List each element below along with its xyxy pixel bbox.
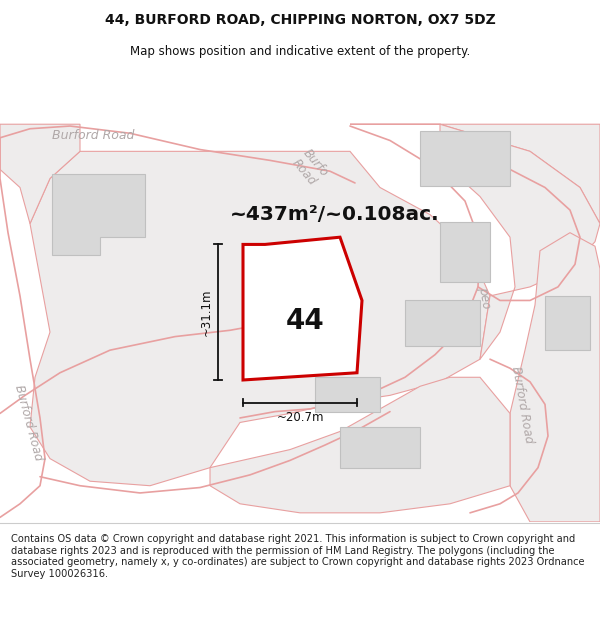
Text: ~437m²/~0.108ac.: ~437m²/~0.108ac.: [230, 205, 440, 224]
Text: 44: 44: [286, 308, 325, 335]
Polygon shape: [440, 124, 600, 359]
Text: Map shows position and indicative extent of the property.: Map shows position and indicative extent…: [130, 45, 470, 58]
Text: ~20.7m: ~20.7m: [276, 411, 324, 424]
Text: peo: peo: [476, 286, 493, 310]
Polygon shape: [510, 232, 600, 522]
Polygon shape: [315, 378, 380, 412]
Polygon shape: [210, 378, 510, 513]
Polygon shape: [350, 124, 600, 224]
Text: Burford Road: Burford Road: [11, 383, 44, 462]
Text: 44, BURFORD ROAD, CHIPPING NORTON, OX7 5DZ: 44, BURFORD ROAD, CHIPPING NORTON, OX7 5…: [104, 12, 496, 27]
Polygon shape: [30, 151, 490, 486]
Polygon shape: [52, 174, 145, 255]
Text: ~31.1m: ~31.1m: [199, 289, 212, 336]
Text: Burford Road: Burford Road: [52, 129, 134, 142]
Text: Contains OS data © Crown copyright and database right 2021. This information is : Contains OS data © Crown copyright and d…: [11, 534, 584, 579]
Polygon shape: [405, 301, 480, 346]
Text: Burford Road: Burford Road: [509, 365, 535, 444]
Polygon shape: [440, 222, 490, 282]
Text: Burfo
Road: Burfo Road: [289, 146, 331, 189]
Polygon shape: [420, 131, 510, 186]
Polygon shape: [0, 124, 80, 224]
Polygon shape: [243, 238, 362, 380]
Polygon shape: [340, 427, 420, 468]
Polygon shape: [545, 296, 590, 350]
Polygon shape: [258, 269, 300, 337]
